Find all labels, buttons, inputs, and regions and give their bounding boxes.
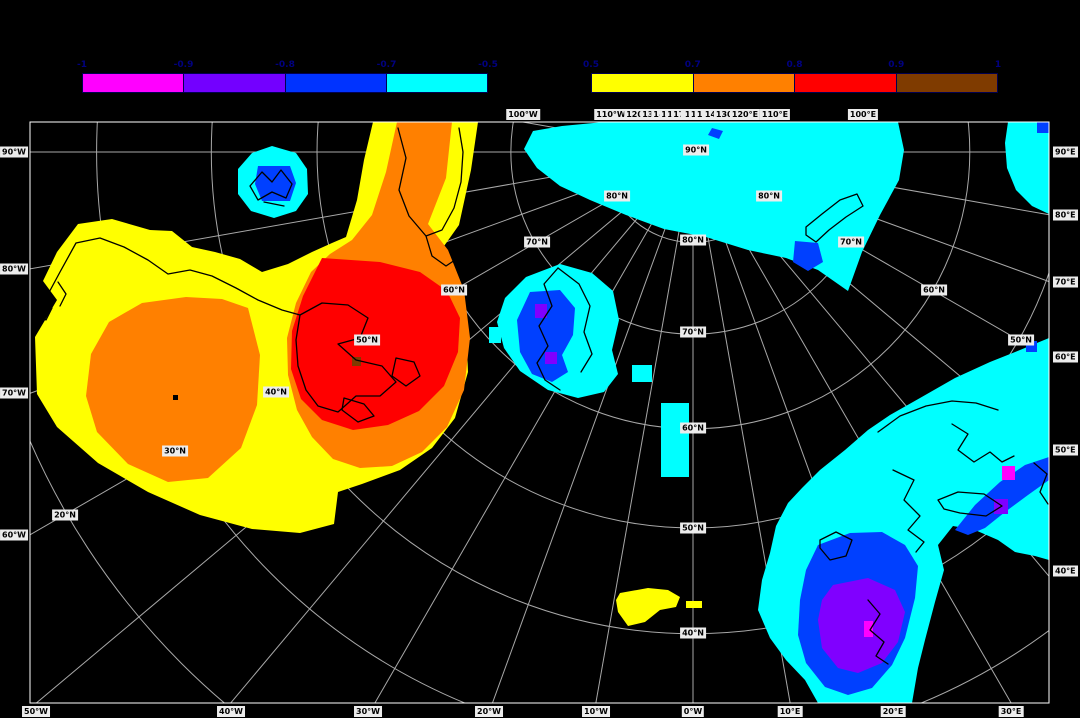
colorbar-segment xyxy=(592,74,693,92)
colorbar-segment xyxy=(692,74,794,92)
colorbar-tick-label: 0.8 xyxy=(786,60,803,70)
lat-label-interior: 40°N xyxy=(680,627,706,639)
region-corner-cyan xyxy=(1005,122,1049,214)
lon-label-top: 110°W xyxy=(594,109,628,120)
lon-label-bottom: 0°W xyxy=(681,706,705,717)
lat-label-interior: 50°N xyxy=(1008,334,1034,346)
lat-label-interior: 70°N xyxy=(680,326,706,338)
region-speck-cyan-west xyxy=(489,327,501,343)
lon-label-top: 110°E xyxy=(759,109,791,120)
lat-label-interior: 60°N xyxy=(441,284,467,296)
lat-label-interior: 80°N xyxy=(756,190,782,202)
region-polar-blue-dash xyxy=(708,128,723,139)
colorbar-tick-label: -0.9 xyxy=(173,60,194,70)
region-europe-cyan xyxy=(758,338,1049,703)
lon-label-right: 80°E xyxy=(1053,209,1078,221)
region-greenland-violet-2 xyxy=(545,352,557,364)
lon-label-top: 100°W xyxy=(506,109,540,120)
lon-label-right: 40°E xyxy=(1053,565,1078,577)
colorbar-segment xyxy=(284,74,386,92)
lon-label-top: 120°E xyxy=(729,109,761,120)
colorbar-tick-label: -1 xyxy=(77,60,87,70)
lon-label-left: 80°W xyxy=(0,263,28,275)
region-europe-magenta-1 xyxy=(864,621,873,637)
coastlines xyxy=(37,127,1049,665)
lat-label-interior: 70°N xyxy=(524,236,550,248)
lat-label-interior: 90°N xyxy=(683,144,709,156)
lat-label-interior: 50°N xyxy=(680,522,706,534)
lon-label-left: 70°W xyxy=(0,387,28,399)
lon-label-bottom: 20°E xyxy=(880,706,906,717)
region-blue-speck-right xyxy=(1026,341,1037,352)
region-brown-speck xyxy=(352,357,361,366)
region-polar-cyan-fan xyxy=(524,122,904,291)
colorbar-tick-label: 0.7 xyxy=(684,60,701,70)
region-wing-hole xyxy=(173,395,178,400)
colorbar-segment xyxy=(183,74,285,92)
colorbar-tick-label: -0.5 xyxy=(478,60,498,70)
region-europe-magenta-2 xyxy=(1002,466,1015,480)
lon-label-bottom: 30°W xyxy=(354,706,382,717)
lat-label-interior: 80°N xyxy=(604,190,630,202)
lon-label-right: 90°E xyxy=(1053,146,1078,158)
lon-label-left: 60°W xyxy=(0,529,28,541)
lat-label-interior: 30°N xyxy=(162,445,188,457)
colorbar-positive xyxy=(591,73,998,93)
lon-label-bottom: 10°W xyxy=(582,706,610,717)
lon-label-right: 60°E xyxy=(1053,351,1078,363)
colorbar-tick-label: 1 xyxy=(994,60,1002,70)
colorbar-segment xyxy=(385,74,487,92)
lat-label-interior: 60°N xyxy=(680,422,706,434)
lon-label-right: 70°E xyxy=(1053,276,1078,288)
lon-label-bottom: 30°E xyxy=(998,706,1024,717)
lat-label-interior: 60°N xyxy=(921,284,947,296)
data-regions xyxy=(35,122,1049,703)
region-europe-violet-core xyxy=(818,578,905,673)
colorbar-negative xyxy=(82,73,488,93)
region-namerica-orange-wing xyxy=(86,297,260,482)
lat-label-interior: 40°N xyxy=(263,386,289,398)
lon-label-left: 90°W xyxy=(0,146,28,158)
lon-label-right: 50°E xyxy=(1053,444,1078,456)
map-frame xyxy=(29,121,1050,704)
region-polar-blue-patch xyxy=(793,241,823,271)
region-south-yellow-sliver xyxy=(686,601,702,608)
region-speck-cyan-mid xyxy=(632,365,652,382)
lon-label-top: 130°E xyxy=(713,109,745,120)
colorbar-segment xyxy=(895,74,997,92)
colorbar-tick-label: 0.5 xyxy=(583,60,599,70)
colorbar-tick-label: -0.8 xyxy=(275,60,295,70)
lon-label-bottom: 20°W xyxy=(475,706,503,717)
lon-label-bottom: 10°E xyxy=(777,706,803,717)
lat-label-interior: 80°N xyxy=(680,234,706,246)
colorbar-segment xyxy=(83,74,184,92)
lon-label-bottom: 50°W xyxy=(22,706,50,717)
colorbar-tick-label: -0.7 xyxy=(376,60,397,70)
region-corner-blue xyxy=(1037,122,1049,133)
region-lakes-blue xyxy=(255,166,296,201)
region-greenland-blue xyxy=(517,290,575,382)
region-south-yellow xyxy=(616,588,680,626)
lon-label-bottom: 40°W xyxy=(217,706,245,717)
lat-label-interior: 20°N xyxy=(52,509,78,521)
lat-label-interior: 50°N xyxy=(354,334,380,346)
region-greenland-violet-1 xyxy=(535,304,547,318)
lat-label-interior: 70°N xyxy=(838,236,864,248)
colorbar-tick-label: 0.9 xyxy=(888,60,905,70)
lon-label-top: 100°E xyxy=(847,109,879,120)
region-strip-cyan xyxy=(661,403,689,477)
colorbar-segment xyxy=(794,74,896,92)
